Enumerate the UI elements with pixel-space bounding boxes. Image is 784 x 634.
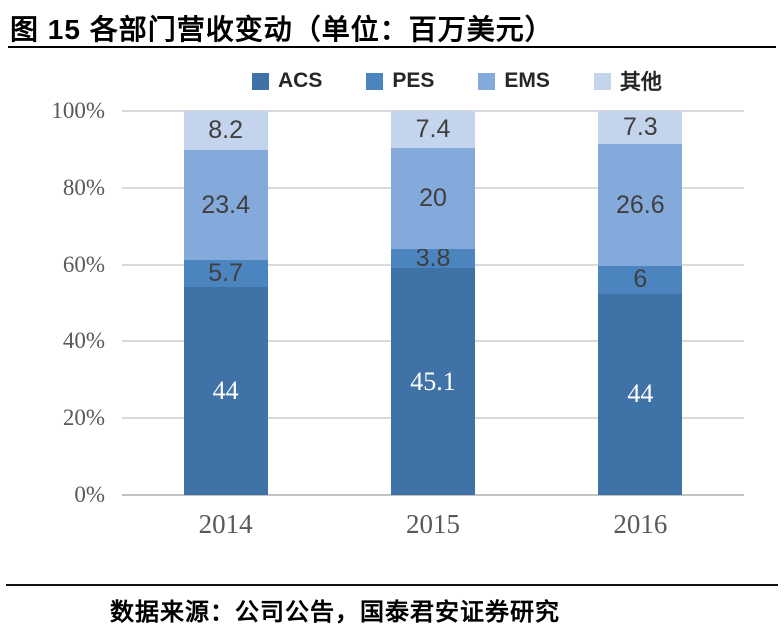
figure-title: 图 15 各部门营收变动（单位：百万美元） [10,14,554,45]
legend-label-acs: ACS [278,69,323,92]
bar-segment-value: 20 [419,184,447,213]
legend-label-ems: EMS [504,69,550,92]
bar-segment-pes-2014: 5.7 [183,259,268,288]
bar-segment-acs-2014: 44 [183,287,268,495]
bar-segment-value: 8.2 [208,115,244,144]
legend-item-ems: EMS [478,69,550,93]
legend-label-pes: PES [392,69,435,92]
plot-area: 0% 20% 40% 60% 80% 100% 44 5.7 23.4 8.2 2014 45.1 3.… [51,98,744,539]
bar-segment-value: 5.7 [208,259,244,288]
bar-segment-acs-2016: 44 [598,293,683,495]
x-axis-label-2014: 2014 [198,509,253,539]
bar-segment-value: 7.4 [415,115,451,144]
bar-segment-ems-2016: 26.6 [598,144,683,267]
bar-segment-other-2016: 7.3 [598,111,683,145]
bar-segment-other-2014: 8.2 [183,111,268,150]
y-axis-tick-label: 60% [62,251,105,277]
bar-segment-pes-2015: 3.8 [391,243,475,272]
bar-segment-ems-2014: 23.4 [183,149,268,261]
bar-2016: 44 6 26.6 7.3 [598,111,683,495]
bar-segment-value: 7.3 [622,113,658,142]
legend-label-other: 其他 [619,71,662,94]
y-axis-tick-label: 40% [62,328,105,354]
x-axis-label-2015: 2015 [406,509,460,539]
legend-item-pes: PES [366,69,434,93]
bar-segment-ems-2015: 20 [391,148,475,249]
bar-segment-value: 44 [627,379,654,409]
bar-segment-acs-2015: 45.1 [391,268,475,495]
legend-swatch-ems [478,72,496,90]
bar-segment-value: 6 [633,265,648,294]
bar-2015: 45.1 3.8 20 7.4 [391,111,475,495]
legend-swatch-pes [366,72,384,90]
bar-segment-other-2015: 7.4 [391,111,475,149]
title-divider [8,46,776,48]
bar-segment-value: 44 [212,376,239,406]
gridline-100% [122,110,744,112]
x-axis-label-2016: 2016 [613,509,668,539]
gridline-0% [122,494,744,496]
bar-segment-value: 45.1 [410,366,456,396]
source-note: 数据来源：公司公告，国泰君安证券研究 [110,599,560,626]
bar-segment-pes-2016: 6 [598,265,683,294]
y-axis-tick-label: 100% [51,98,105,123]
legend-item-other: 其他 [593,66,662,96]
legend: ACS PES EMS 其他 [252,66,662,96]
y-axis-tick-label: 0% [74,482,105,507]
legend-item-acs: ACS [252,69,322,93]
legend-swatch-acs [252,72,269,90]
bar-segment-value: 23.4 [201,190,250,219]
bar-2014: 44 5.7 23.4 8.2 [183,111,268,495]
bar-segment-value: 3.8 [415,243,451,272]
y-axis-tick-label: 20% [62,405,105,431]
legend-swatch-other [593,72,611,90]
bar-segment-value: 26.6 [615,190,665,219]
source-divider [6,584,778,586]
y-axis-tick-label: 80% [62,174,105,200]
